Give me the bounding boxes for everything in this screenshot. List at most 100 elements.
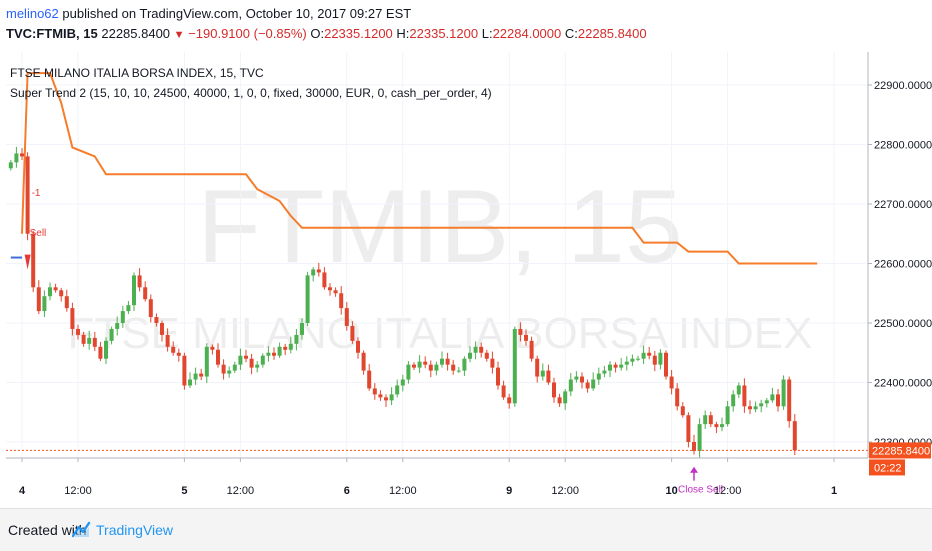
candle-body bbox=[333, 290, 338, 294]
candle-body bbox=[658, 352, 663, 365]
y-tick-label: 22400.0000 bbox=[874, 378, 932, 390]
candle-body bbox=[417, 361, 422, 368]
legend-study[interactable]: Super Trend 2 (15, 10, 10, 24500, 40000,… bbox=[10, 86, 492, 100]
candle-body bbox=[792, 421, 797, 451]
candle-body bbox=[260, 355, 265, 365]
candle-body bbox=[221, 364, 226, 374]
legend-title: FTSE MILANO ITALIA BORSA INDEX, 15, TVC bbox=[10, 66, 264, 80]
close-value: 22285.8400 bbox=[577, 26, 647, 41]
last-price-badge-bg bbox=[869, 442, 931, 459]
candle-body bbox=[563, 391, 568, 404]
candle-body bbox=[770, 394, 775, 401]
candle-body bbox=[462, 358, 467, 371]
candle-body bbox=[372, 388, 377, 395]
candle-body bbox=[714, 424, 719, 428]
candle-body bbox=[395, 385, 400, 395]
candle-body bbox=[148, 299, 153, 318]
candle-body bbox=[25, 156, 30, 234]
y-tick-label: 22800.0000 bbox=[874, 140, 932, 152]
y-tick-label: 22600.0000 bbox=[874, 259, 932, 271]
candle-body bbox=[176, 352, 181, 356]
x-tick-label: 4 bbox=[19, 485, 26, 497]
watermark-name: FTSE MILANO ITALIA BORSA INDEX bbox=[68, 309, 813, 358]
x-tick-label: 10 bbox=[665, 485, 677, 497]
candle-body bbox=[255, 364, 260, 368]
candle-body bbox=[507, 397, 512, 404]
candle-body bbox=[356, 340, 360, 353]
candle-body bbox=[76, 328, 80, 335]
candle-body bbox=[613, 364, 618, 368]
candle-body bbox=[423, 361, 428, 365]
y-tick-label: 22900.0000 bbox=[874, 80, 932, 92]
tradingview-brand[interactable]: TradingView bbox=[96, 522, 174, 538]
candle-body bbox=[36, 287, 41, 312]
candle-body bbox=[328, 287, 332, 291]
candle-body bbox=[120, 311, 125, 323]
x-tick-label: 12:00 bbox=[714, 485, 742, 497]
author-link[interactable]: melino62 bbox=[6, 6, 59, 21]
candle-body bbox=[428, 364, 433, 371]
candle-body bbox=[596, 373, 601, 380]
candle-body bbox=[367, 370, 372, 389]
candle-body bbox=[277, 346, 282, 356]
high-label: H: bbox=[396, 26, 410, 41]
candle-body bbox=[479, 346, 484, 353]
signal-label: Close Sell bbox=[678, 485, 723, 496]
supertrend-down-line bbox=[21, 72, 818, 265]
candle-body bbox=[568, 379, 573, 392]
price-badge: 22285.8400 02:22 bbox=[869, 442, 931, 476]
candle-body bbox=[552, 382, 556, 398]
candle-body bbox=[216, 349, 220, 365]
signal-qty: -1 bbox=[32, 188, 41, 199]
candle-body bbox=[109, 328, 114, 341]
footer: Created with TradingView bbox=[0, 508, 932, 551]
candle-body bbox=[389, 394, 394, 401]
candle-body bbox=[412, 364, 416, 368]
candle-body bbox=[378, 394, 383, 398]
candle-body bbox=[193, 373, 198, 380]
candle-body bbox=[468, 352, 472, 359]
candle-body bbox=[344, 308, 349, 326]
candle-body bbox=[104, 340, 108, 359]
candle-body bbox=[697, 424, 702, 451]
candle-body bbox=[434, 364, 439, 371]
candle-body bbox=[630, 358, 635, 362]
candle-body bbox=[70, 308, 75, 329]
candle-body bbox=[92, 337, 97, 347]
candle-body bbox=[350, 325, 355, 341]
candle-body bbox=[580, 376, 584, 383]
price-chart[interactable]: FTMIB, 15 FTSE MILANO ITALIA BORSA INDEX… bbox=[0, 48, 932, 508]
quote-line: TVC:FTMIB, 15 22285.8400 ▼ −190.9100 (−0… bbox=[6, 26, 647, 41]
last-price-badge-value: 22285.8400 bbox=[872, 445, 930, 457]
x-tick-label: 1 bbox=[831, 485, 837, 497]
candle-body bbox=[199, 373, 204, 377]
price-change: −190.9100 (−0.85%) bbox=[188, 26, 307, 41]
candle-body bbox=[238, 355, 243, 365]
candle-body bbox=[557, 397, 562, 404]
candle-body bbox=[725, 406, 730, 425]
candle-body bbox=[708, 415, 713, 425]
candle-body bbox=[400, 379, 405, 386]
candle-body bbox=[244, 355, 248, 359]
candle-body bbox=[188, 379, 192, 386]
close-arrow-icon bbox=[690, 466, 698, 473]
candle-body bbox=[384, 397, 388, 401]
close-label: C: bbox=[564, 26, 578, 41]
down-arrow-icon: ▼ bbox=[173, 29, 185, 41]
candle-body bbox=[64, 296, 69, 309]
y-tick-label: 22700.0000 bbox=[874, 199, 932, 211]
candle-body bbox=[81, 334, 86, 344]
candle-body bbox=[305, 275, 310, 323]
candle-body bbox=[518, 328, 523, 335]
candle-body bbox=[473, 346, 478, 353]
candle-body bbox=[456, 370, 461, 372]
candle-body bbox=[608, 364, 612, 371]
candle-body bbox=[294, 334, 299, 344]
candle-body bbox=[524, 334, 528, 341]
candle-body bbox=[249, 358, 254, 368]
tradingview-logo-icon[interactable] bbox=[72, 521, 92, 539]
candle-body bbox=[98, 346, 103, 359]
candle-body bbox=[165, 334, 170, 347]
symbol-label: TVC:FTMIB, 15 bbox=[6, 26, 98, 41]
candle-body bbox=[619, 364, 624, 368]
